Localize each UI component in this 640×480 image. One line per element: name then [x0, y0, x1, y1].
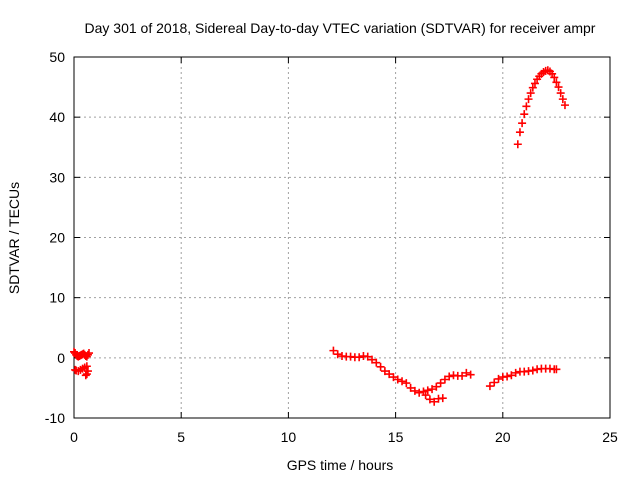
data-point [438, 394, 447, 403]
data-point [530, 79, 539, 88]
data-point [83, 350, 92, 359]
data-point [518, 119, 527, 128]
data-point [85, 349, 94, 358]
x-axis-label: GPS time / hours [287, 457, 394, 473]
x-tick-label: 20 [495, 429, 511, 445]
series-segment-2 [329, 346, 475, 406]
data-point [329, 346, 338, 355]
x-tick-label: 25 [602, 429, 618, 445]
data-point [82, 362, 91, 371]
data-point [485, 382, 494, 391]
data-point [415, 388, 424, 397]
data-points [70, 66, 569, 406]
data-point [432, 382, 441, 391]
data-point [82, 370, 91, 379]
data-point [515, 128, 524, 137]
x-tick-label: 15 [388, 429, 404, 445]
data-point [421, 391, 430, 400]
data-point [558, 95, 567, 104]
data-point [436, 379, 445, 388]
data-point [333, 350, 342, 359]
y-tick-label: -10 [45, 410, 65, 426]
series-segment-4 [513, 66, 569, 149]
data-point [550, 73, 559, 82]
y-tick-label: 10 [49, 290, 65, 306]
data-point [389, 373, 398, 382]
data-point [368, 355, 377, 364]
y-tick-label: 50 [49, 49, 65, 65]
data-point [398, 377, 407, 386]
data-point [522, 102, 531, 111]
data-point [556, 89, 565, 98]
data-point [425, 395, 434, 404]
data-point [81, 371, 90, 380]
axis-ticks: 0 5 10 15 20 25 -10 0 10 20 30 40 50 [45, 49, 618, 445]
data-point [406, 383, 415, 392]
data-point [380, 367, 389, 376]
data-point [526, 89, 535, 98]
data-point [393, 375, 402, 384]
data-point [363, 352, 372, 361]
data-point [503, 372, 512, 381]
series-segment-3 [485, 364, 561, 391]
data-point [385, 370, 394, 379]
data-point [552, 78, 561, 87]
data-point [513, 140, 522, 149]
data-point [440, 375, 449, 384]
data-point [507, 371, 516, 380]
x-tick-label: 5 [177, 429, 185, 445]
data-point [445, 372, 454, 381]
data-point [402, 379, 411, 388]
series-segment-1 [70, 347, 94, 380]
data-point [528, 366, 537, 375]
x-tick-label: 0 [70, 429, 78, 445]
data-point [428, 385, 437, 394]
y-tick-label: 20 [49, 230, 65, 246]
grid-lines [74, 57, 610, 418]
data-point [528, 83, 537, 92]
y-axis-label: SDTVAR / TECUs [6, 182, 22, 294]
data-point [423, 386, 432, 395]
data-point [524, 95, 533, 104]
data-point [376, 362, 385, 371]
y-tick-label: 40 [49, 109, 65, 125]
data-point [458, 371, 467, 380]
data-point [462, 368, 471, 377]
data-point [490, 378, 499, 387]
data-point [430, 397, 439, 406]
y-tick-label: 30 [49, 169, 65, 185]
data-point [466, 370, 475, 379]
data-point [554, 83, 563, 92]
data-point [520, 110, 529, 119]
data-point [372, 358, 381, 367]
data-point [560, 101, 569, 110]
data-point [410, 386, 419, 395]
data-point [511, 368, 520, 377]
data-point [552, 365, 561, 374]
chart-title: Day 301 of 2018, Sidereal Day-to-day VTE… [85, 20, 596, 36]
data-point [355, 353, 364, 362]
y-tick-label: 0 [57, 350, 65, 366]
data-point [494, 374, 503, 383]
x-tick-label: 10 [281, 429, 297, 445]
